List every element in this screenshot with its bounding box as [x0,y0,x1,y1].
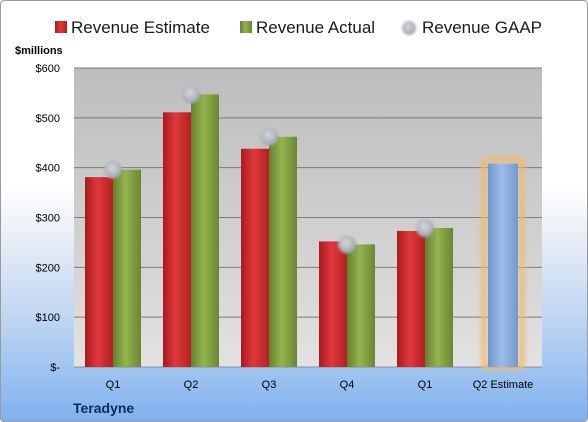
legend-label-revenue-actual: Revenue Actual [256,18,375,37]
bar-revenue-actual [269,136,297,367]
y-tick-label: $500 [36,113,60,125]
marker-revenue-gaap [104,160,122,179]
bar-revenue-estimate [397,230,425,367]
marker-revenue-gaap [260,127,278,146]
legend-label-revenue-estimate: Revenue Estimate [71,18,210,37]
company-name: Teradyne [73,400,134,416]
marker-revenue-gaap [338,235,356,254]
x-tick-label: Q1 [418,379,433,391]
x-tick-label: Q3 [262,379,277,391]
x-axis-tick-labels: Q1 Q2 Q3 Q4 Q1 Q2 Estimate [106,379,534,391]
bar-revenue-actual [347,244,375,367]
y-axis-tick-labels: $- $100 $200 $300 $400 $500 $600 [36,63,61,374]
legend-item-revenue-gaap: Revenue GAAP [402,18,542,37]
y-axis-unit-label: $millions [15,45,63,57]
x-tick-label: Q2 [184,379,199,391]
x-tick-label: Q2 Estimate [473,379,534,391]
bar-revenue-estimate [85,177,113,367]
legend: Revenue Estimate Revenue Actual Revenue … [55,18,542,37]
y-tick-label: $600 [36,63,60,75]
legend-label-revenue-gaap: Revenue GAAP [422,18,542,37]
bar-revenue-actual [425,227,453,367]
marker-revenue-gaap [416,218,434,237]
marker-revenue-gaap [182,85,200,104]
legend-swatch-revenue-actual [240,21,252,33]
legend-swatch-revenue-estimate [55,21,67,33]
y-tick-label: $100 [36,312,60,324]
bar-revenue-actual [113,169,141,367]
bar-q2-estimate [488,163,518,367]
gridlines [74,67,542,368]
gaap-markers [104,85,434,254]
legend-marker-revenue-gaap [402,21,416,35]
bars [85,94,525,370]
x-tick-label: Q1 [106,379,121,391]
bar-revenue-actual [191,94,219,367]
x-tick-label: Q4 [340,379,355,391]
y-tick-label: $400 [36,163,60,175]
y-tick-label: $300 [36,213,60,225]
y-tick-label: $- [50,362,60,374]
bar-revenue-estimate [319,241,347,367]
legend-item-revenue-estimate: Revenue Estimate [55,18,210,37]
legend-item-revenue-actual: Revenue Actual [240,18,375,37]
y-tick-label: $200 [36,262,60,274]
bar-revenue-estimate [163,112,191,367]
bar-revenue-estimate [241,148,269,367]
